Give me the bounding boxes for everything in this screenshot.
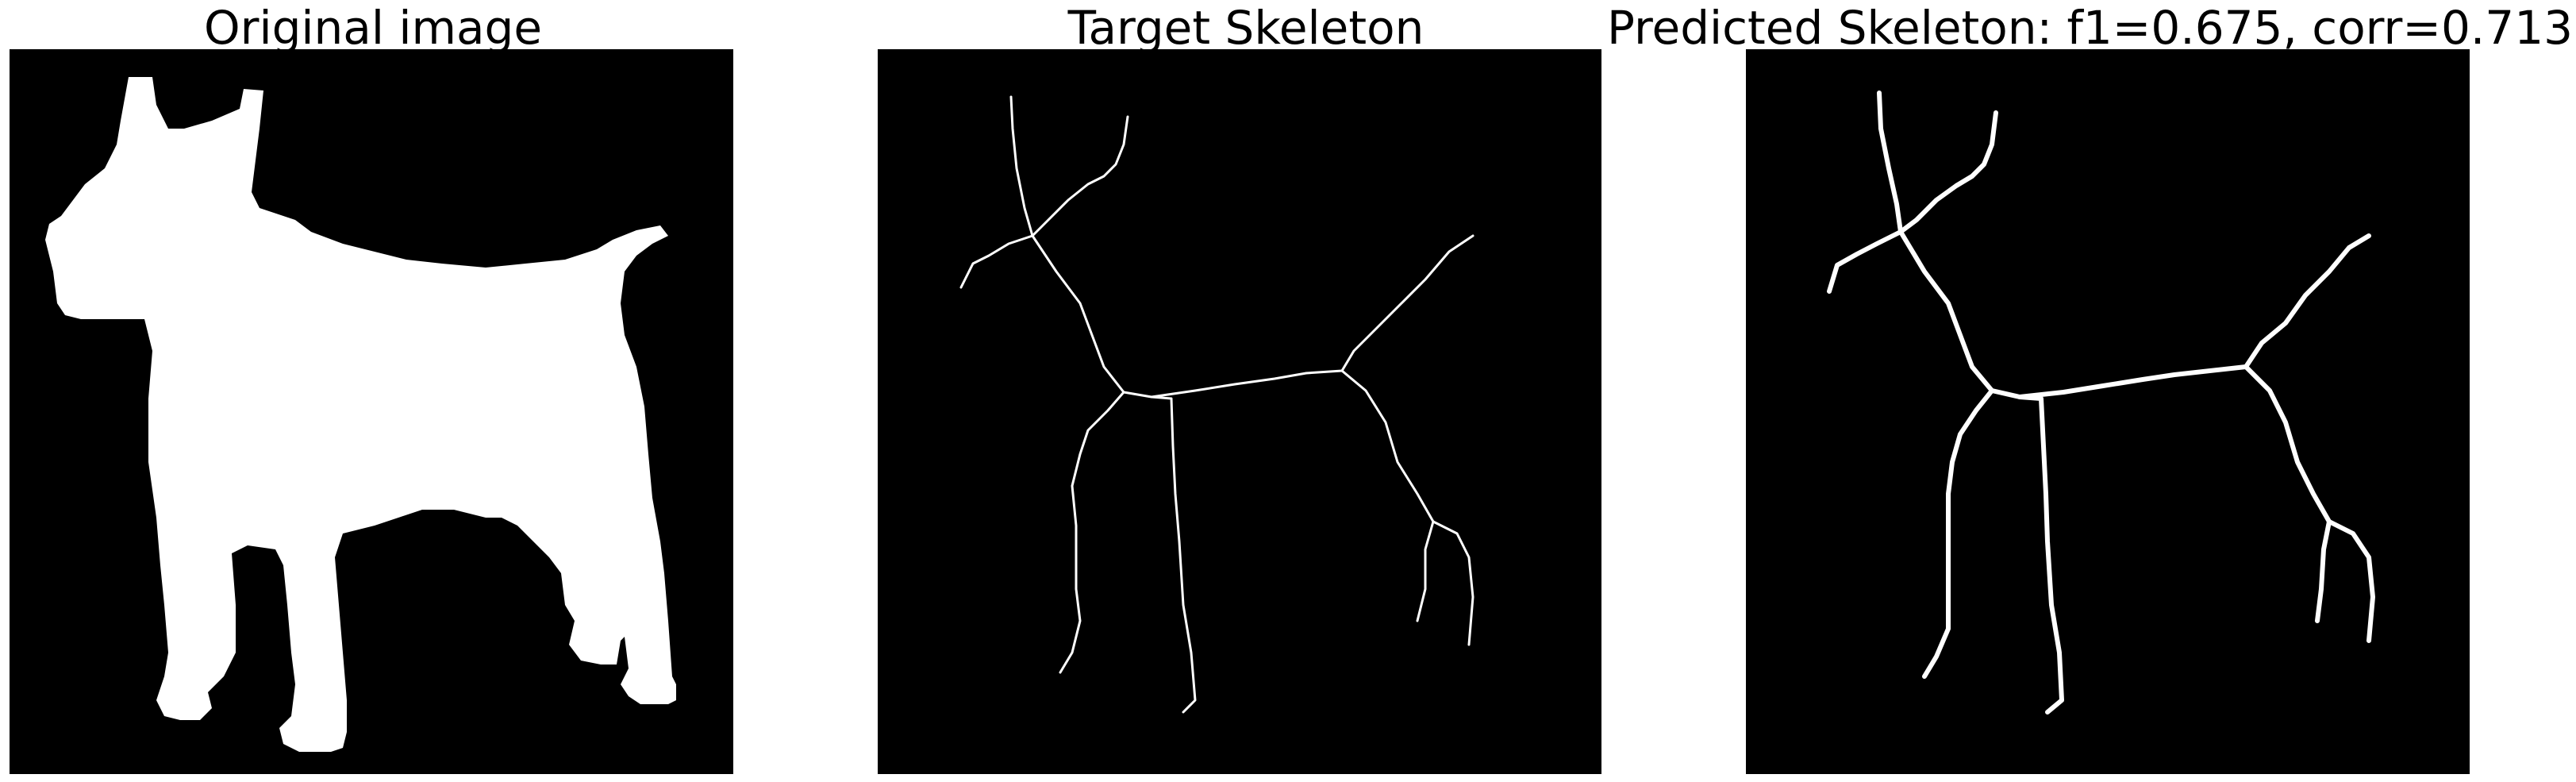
dog-silhouette [45,77,676,752]
panel-title: Target Skeleton [1067,1,1424,55]
image-original-silhouette [10,49,733,774]
skeleton-lines [1827,91,2375,715]
image-target-skeleton [878,49,1601,774]
panel-title: Predicted Skeleton: f1=0.675, corr=0.713 [1606,1,2573,55]
skeleton-lines [959,95,1474,714]
image-predicted-skeleton [1746,49,2470,774]
panel-title: Original image [203,1,543,55]
